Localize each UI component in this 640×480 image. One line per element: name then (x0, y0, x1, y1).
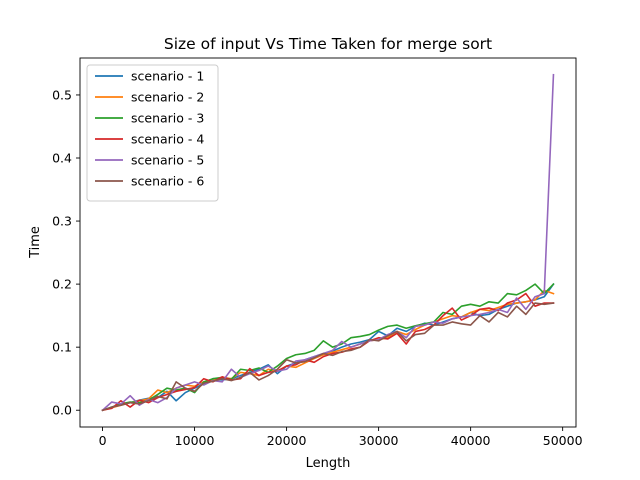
legend-label-scenario-5: scenario - 5 (131, 153, 204, 168)
legend-label-scenario-2: scenario - 2 (131, 90, 204, 105)
y-tick-label: 0.5 (52, 87, 72, 102)
legend: scenario - 1 scenario - 2 scenario - 3 scen… (86, 64, 219, 202)
x-tick-label: 10000 (175, 433, 215, 448)
series-line-scenario-5 (101, 73, 555, 412)
y-axis-label: Time (28, 226, 43, 259)
legend-label-scenario-6: scenario - 6 (131, 174, 204, 189)
y-tick-label: 0.0 (52, 403, 72, 418)
x-axis-label: Length (306, 456, 351, 471)
x-tick-label: 30000 (359, 433, 399, 448)
x-tick-label: 20000 (267, 433, 307, 448)
y-tick-label: 0.1 (52, 340, 72, 355)
x-tick-label: 0 (99, 433, 107, 448)
series-line-scenario-6 (101, 302, 555, 412)
legend-label-scenario-1: scenario - 1 (131, 69, 204, 84)
axes-frame (79, 57, 577, 428)
y-tick-label: 0.2 (52, 277, 72, 292)
chart-title: Size of input Vs Time Taken for merge so… (164, 35, 492, 53)
x-tick-label: 50000 (543, 433, 583, 448)
y-tick-label: 0.3 (52, 214, 72, 229)
series-lines (101, 73, 555, 412)
legend-box (86, 64, 219, 202)
axes: 0 10000 20000 30000 40000 50000 0.0 0.1 0.2 0.3 0.… (52, 57, 583, 448)
legend-label-scenario-3: scenario - 3 (131, 111, 204, 126)
plot-area (101, 73, 555, 412)
y-tick-label: 0.4 (52, 151, 72, 166)
series-line-scenario-3 (101, 282, 555, 412)
x-tick-label: 40000 (451, 433, 491, 448)
legend-label-scenario-4: scenario - 4 (131, 132, 204, 147)
